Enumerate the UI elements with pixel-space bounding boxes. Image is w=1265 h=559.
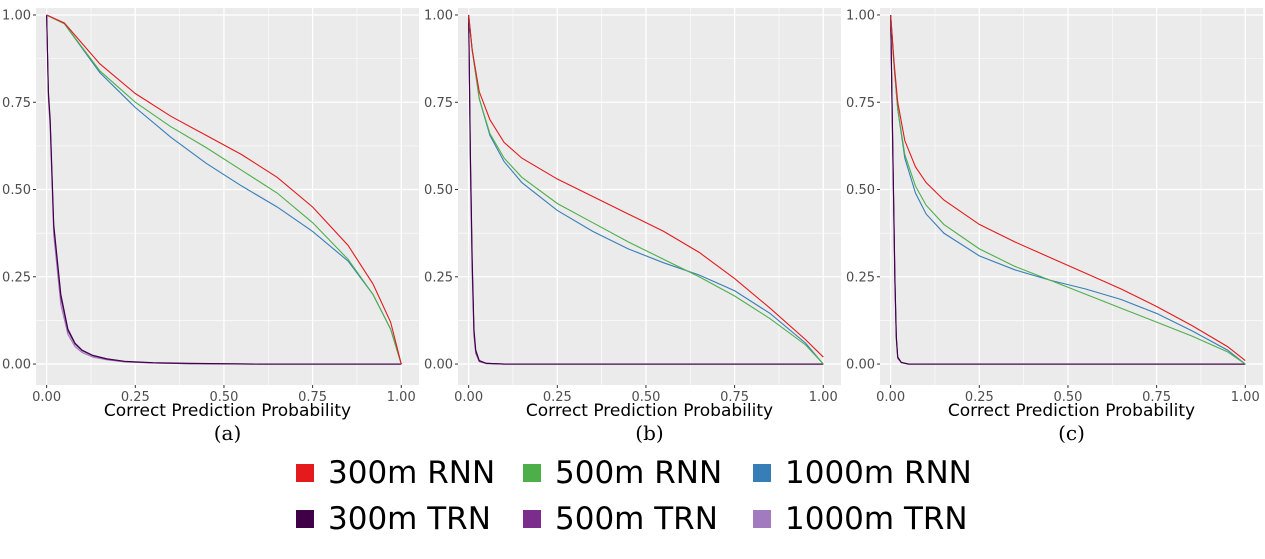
plot-background [458, 8, 841, 385]
x-tick-label: 0.50 [209, 390, 238, 405]
x-tick-label: 0.75 [720, 390, 749, 405]
y-tick-label: 0.50 [2, 183, 31, 198]
y-tick-label: 0.25 [846, 270, 875, 285]
y-tick-label: 0.50 [424, 183, 453, 198]
legend-swatch-500m-rnn [523, 464, 541, 482]
x-tick-label: 0.75 [1142, 390, 1171, 405]
x-axis-label: Correct Prediction Probability [948, 401, 1195, 421]
legend-label-1000m-trn: 1000m TRN [785, 501, 968, 537]
x-tick-label: 0.25 [965, 390, 994, 405]
legend: 300m RNN 500m RNN 1000m RNN 300m TRN 500… [0, 450, 1265, 559]
legend-swatch-1000m-trn [753, 510, 771, 528]
series-line-300m-rnn [468, 14, 824, 358]
x-axis-label: Correct Prediction Probability [526, 401, 773, 421]
legend-label-500m-trn: 500m TRN [555, 501, 718, 537]
legend-item-500m-trn: 500m TRN [523, 496, 718, 542]
y-tick-label: 0.00 [2, 358, 31, 373]
legend-label-300m-rnn: 300m RNN [328, 455, 496, 491]
y-tick-label: 0.50 [846, 183, 875, 198]
legend-swatch-1000m-rnn [753, 464, 771, 482]
x-tick-label: 0.75 [298, 390, 327, 405]
y-tick-label: 0.25 [2, 270, 31, 285]
figure: 0.00 0.25 0.50 0.75 1.00 0.00 0.25 0.50 0.75 1.00… [2, 8, 1263, 445]
x-axis-label: Correct Prediction Probability [104, 401, 351, 421]
panel-caption: (a) [214, 421, 242, 445]
y-tick-label: 1.00 [2, 8, 31, 23]
x-tick-label: 1.00 [809, 390, 838, 405]
legend-row-trn: 300m TRN 500m TRN 1000m TRN [0, 496, 1265, 542]
y-tick-label: 1.00 [846, 8, 875, 23]
x-tick-label: 0.00 [32, 390, 61, 405]
series-line-500m-rnn [468, 14, 824, 365]
chart-panel-c: 0.00 0.25 0.50 0.75 1.00 0.00 0.25 0.50 0.75 1.00… [846, 8, 1263, 445]
legend-item-300m-rnn: 300m RNN [296, 450, 495, 496]
legend-swatch-300m-trn [296, 510, 314, 528]
series-line-300m-rnn [46, 14, 402, 365]
legend-row-rnn: 300m RNN 500m RNN 1000m RNN [0, 450, 1265, 496]
series-line-300m-trn [890, 14, 1246, 365]
series-line-500m-rnn [46, 14, 402, 365]
chart-panel-a: 0.00 0.25 0.50 0.75 1.00 0.00 0.25 0.50 0.75 1.00… [2, 8, 419, 445]
x-tick-label: 0.00 [454, 390, 483, 405]
y-tick-label: 0.75 [846, 96, 875, 111]
legend-label-500m-rnn: 500m RNN [555, 455, 723, 491]
plot-background [880, 8, 1263, 385]
x-tick-label: 0.00 [876, 390, 905, 405]
x-tick-label: 0.50 [631, 390, 660, 405]
x-tick-label: 0.50 [1053, 390, 1082, 405]
y-tick-label: 0.75 [424, 96, 453, 111]
series-line-300m-trn [468, 14, 824, 365]
chart-panel-b: 0.00 0.25 0.50 0.75 1.00 0.00 0.25 0.50 0.75 1.00… [424, 8, 841, 445]
legend-item-500m-rnn: 500m RNN [523, 450, 722, 496]
x-tick-label: 1.00 [387, 390, 416, 405]
y-tick-label: 1.00 [424, 8, 453, 23]
legend-item-1000m-rnn: 1000m RNN [753, 450, 972, 496]
legend-label-300m-trn: 300m TRN [328, 501, 491, 537]
legend-item-300m-trn: 300m TRN [296, 496, 491, 542]
series-line-500m-rnn [890, 14, 1246, 365]
x-tick-label: 0.25 [543, 390, 572, 405]
y-tick-label: 0.75 [2, 96, 31, 111]
y-tick-label: 0.00 [424, 358, 453, 373]
y-tick-label: 0.25 [424, 270, 453, 285]
legend-item-1000m-trn: 1000m TRN [753, 496, 968, 542]
legend-label-1000m-rnn: 1000m RNN [785, 455, 972, 491]
panel-caption: (b) [635, 421, 663, 445]
series-line-300m-trn [46, 14, 402, 365]
legend-swatch-300m-rnn [296, 464, 314, 482]
series-line-300m-rnn [890, 14, 1246, 361]
x-tick-label: 0.25 [121, 390, 150, 405]
legend-swatch-500m-trn [523, 510, 541, 528]
panel-caption: (c) [1058, 421, 1085, 445]
y-tick-label: 0.00 [846, 358, 875, 373]
x-tick-label: 1.00 [1231, 390, 1260, 405]
